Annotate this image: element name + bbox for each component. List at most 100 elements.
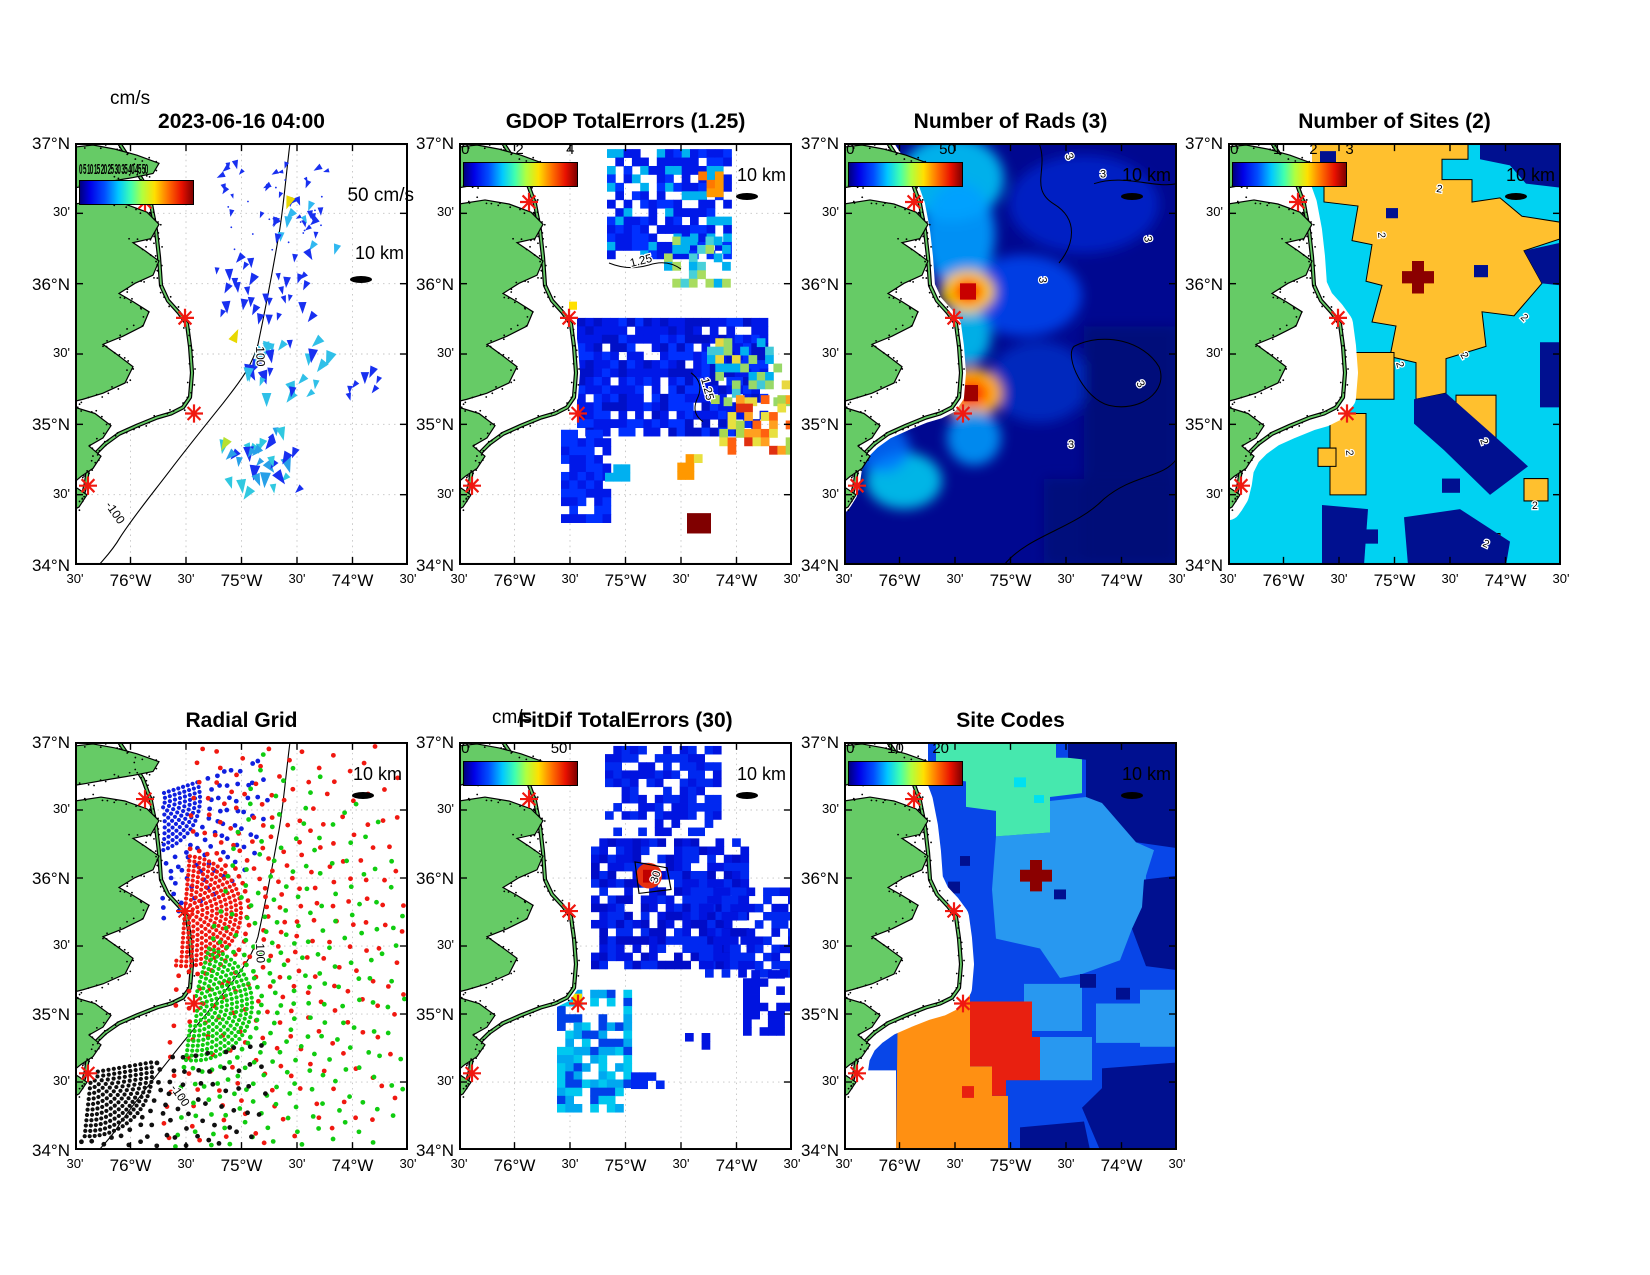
x-tick-label: 30' xyxy=(1330,571,1348,586)
x-tick-label: 74°W xyxy=(331,1156,374,1175)
y-tick-label: 30' xyxy=(822,1073,839,1088)
x-tick-label: 30' xyxy=(450,1156,468,1171)
svg-text:3: 3 xyxy=(1036,276,1048,283)
map-panel-fitdif_total_errors: FitDif TotalErrors (30) cm/s 30 0 50 10 k… xyxy=(416,707,800,1175)
x-tick-label: 76°W xyxy=(109,571,152,590)
panel-title: 2023-06-16 04:00 xyxy=(158,110,325,133)
colorbar-tick-label: 10 xyxy=(887,740,904,757)
svg-text:3: 3 xyxy=(1100,168,1106,180)
y-tick-label: 30' xyxy=(1206,485,1223,501)
colorbar-tick-label: 2 xyxy=(1309,141,1318,158)
y-tick-label: 30' xyxy=(53,345,70,360)
scale-bar-ellipse xyxy=(350,276,372,283)
y-tick-label: 34°N xyxy=(32,556,70,575)
x-tick-label: 30' xyxy=(450,571,468,586)
y-tick-label: 30' xyxy=(437,937,454,952)
x-tick-label: 74°W xyxy=(715,571,758,590)
x-tick-label: 30' xyxy=(288,571,306,586)
map-axes: 1.25 1.25 xyxy=(459,143,792,565)
x-tick-label: 74°W xyxy=(1484,571,1527,590)
svg-text:2: 2 xyxy=(1435,183,1443,196)
scale-bar-label: 10 km xyxy=(1121,165,1171,185)
y-tick-label: 37°N xyxy=(1185,134,1223,153)
map-plot-radial_grid: 100-100 xyxy=(75,742,408,1150)
x-tick-label: 76°W xyxy=(1262,571,1305,590)
x-tick-label: 30' xyxy=(946,1156,964,1171)
y-tick-label: 34°N xyxy=(32,1141,70,1160)
scale-bar-label: 10 km xyxy=(1121,764,1171,784)
x-tick-label: 75°W xyxy=(604,571,647,590)
y-tick-label: 30' xyxy=(437,204,454,220)
y-tick-label: 37°N xyxy=(32,733,70,752)
map-plot-gdop_total_errors: 1.251.25 xyxy=(459,143,792,565)
panel-title: Number of Sites (2) xyxy=(1298,110,1491,133)
colorbar-tick-label: 0 xyxy=(461,141,470,158)
x-tick-label: 76°W xyxy=(493,1156,536,1175)
x-tick-label: 75°W xyxy=(1373,571,1416,590)
y-tick-label: 37°N xyxy=(32,134,70,153)
x-tick-label: 30' xyxy=(783,1156,801,1171)
y-tick-label: 30' xyxy=(822,345,839,360)
x-tick-label: 30' xyxy=(835,571,853,586)
y-tick-label: 30' xyxy=(1206,345,1223,360)
x-tick-label: 75°W xyxy=(220,571,263,590)
x-tick-label: 74°W xyxy=(1100,1156,1143,1175)
x-tick-label: 30' xyxy=(835,1156,853,1171)
map-axes: 30 xyxy=(459,742,792,1150)
x-tick-label: 30' xyxy=(177,571,195,586)
y-tick-label: 36°N xyxy=(801,274,839,294)
colorbar: 0 50 xyxy=(461,740,578,786)
colorbar-tick-label: 3 xyxy=(1345,141,1354,158)
x-tick-label: 76°W xyxy=(493,571,536,590)
colorbar-tick-label: 1 xyxy=(1273,141,1282,158)
x-tick-label: 30' xyxy=(561,571,579,586)
x-tick-label: 30' xyxy=(1552,571,1570,586)
y-tick-label: 30' xyxy=(437,1073,454,1088)
svg-text:3: 3 xyxy=(1141,235,1154,243)
scale-bar-ellipse xyxy=(736,193,758,200)
colorbar-tick-label: 50 xyxy=(550,740,568,757)
x-tick-label: 75°W xyxy=(604,1156,647,1175)
x-tick-label: 74°W xyxy=(715,1156,758,1175)
scale-bar-label: 10 km xyxy=(1505,165,1555,185)
x-tick-label: 30' xyxy=(783,571,801,586)
colorbar-gradient xyxy=(463,162,578,187)
scale-bar-ellipse xyxy=(352,792,374,799)
scale-bar-ellipse xyxy=(1505,193,1527,200)
y-tick-label: 35°N xyxy=(32,415,70,435)
panel-title: Number of Rads (3) xyxy=(913,110,1108,133)
x-tick-label: 30' xyxy=(672,1156,690,1171)
x-tick-label: 75°W xyxy=(220,1156,263,1175)
colorbar: 0 50 xyxy=(846,141,963,187)
x-tick-label: 74°W xyxy=(331,571,374,590)
colorbar-gradient xyxy=(848,761,963,786)
colorbar-tick-label: 50 xyxy=(939,141,956,158)
svg-text:2: 2 xyxy=(1375,232,1387,239)
y-tick-label: 30' xyxy=(1206,204,1223,220)
x-tick-label: 30' xyxy=(288,1156,306,1171)
y-tick-label: 30' xyxy=(53,937,70,952)
x-tick-label: 30' xyxy=(399,571,417,586)
map-axes xyxy=(844,742,1177,1150)
x-tick-label: 30' xyxy=(672,571,690,586)
x-tick-label: 30' xyxy=(66,571,84,586)
y-tick-label: 30' xyxy=(53,485,70,501)
panel-title: Radial Grid xyxy=(185,709,298,732)
y-tick-label: 34°N xyxy=(416,1141,454,1160)
y-tick-label: 36°N xyxy=(32,274,70,294)
colorbar: 0 2 4 xyxy=(461,141,578,187)
y-tick-label: 37°N xyxy=(801,134,839,153)
y-tick-label: 34°N xyxy=(1185,556,1223,575)
colorbar-tick-label: 20 xyxy=(932,740,949,757)
x-tick-label: 30' xyxy=(1219,571,1237,586)
vector-scale-label: 50 cm/s xyxy=(347,185,414,206)
x-tick-label: 76°W xyxy=(878,571,921,590)
panel-title: GDOP TotalErrors (1.25) xyxy=(505,110,746,133)
x-tick-label: 30' xyxy=(66,1156,84,1171)
map-plot-site_codes xyxy=(844,742,1177,1150)
